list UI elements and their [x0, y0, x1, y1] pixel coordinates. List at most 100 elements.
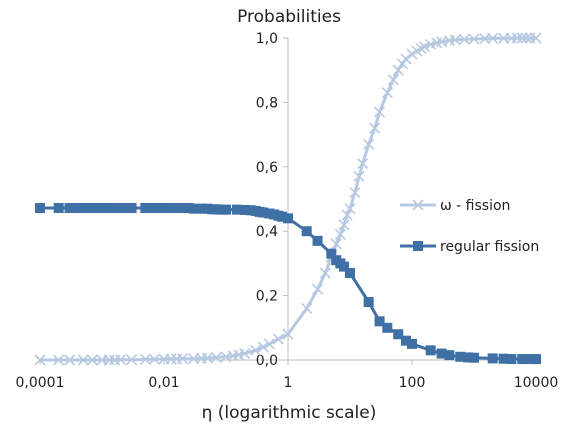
data-point	[498, 353, 509, 364]
data-point	[363, 138, 375, 150]
data-point	[34, 354, 46, 366]
data-point	[369, 122, 381, 134]
data-point	[338, 261, 349, 272]
x-marker-stroke	[374, 106, 386, 118]
data-point	[487, 353, 498, 364]
data-point	[344, 203, 356, 215]
y-tick-label: 0,0	[256, 353, 278, 369]
data-point	[353, 170, 365, 183]
data-point	[449, 34, 461, 46]
x-marker-stroke	[338, 219, 350, 231]
data-point	[382, 322, 393, 333]
data-point	[524, 354, 535, 365]
data-point	[469, 352, 479, 363]
data-point	[425, 345, 436, 356]
data-point	[334, 228, 346, 240]
data-point	[392, 64, 404, 76]
data-point	[231, 204, 242, 215]
data-point	[169, 203, 180, 214]
x-tick-label: 100	[399, 375, 426, 391]
data-point	[188, 203, 199, 214]
data-point	[531, 354, 541, 365]
x-marker-stroke	[210, 351, 222, 363]
x-tick-label: 0,0001	[16, 375, 65, 391]
data-point	[283, 213, 293, 224]
data-point	[239, 347, 251, 360]
chart-title: Probabilities	[237, 7, 341, 27]
data-point	[221, 204, 231, 215]
data-point	[301, 226, 312, 237]
data-point	[436, 348, 447, 359]
x-marker-stroke	[396, 58, 408, 70]
y-tick-label: 0,6	[256, 160, 278, 176]
data-point	[312, 283, 324, 295]
data-point	[201, 352, 213, 364]
data-point	[272, 333, 284, 345]
data-point	[210, 351, 222, 363]
x-axis-label: η (logarithmic scale)	[202, 403, 377, 423]
data-point	[214, 204, 225, 215]
data-point	[64, 354, 76, 366]
x-marker-stroke	[64, 354, 76, 366]
x-marker-stroke	[77, 354, 89, 366]
data-point	[107, 203, 118, 214]
x-marker-stroke	[381, 87, 393, 99]
data-point	[126, 203, 137, 214]
x-marker-stroke	[239, 347, 251, 360]
data-point	[511, 32, 523, 44]
data-point	[407, 338, 417, 349]
legend-label: regular fission	[440, 239, 539, 255]
data-point	[381, 87, 393, 99]
x-marker-stroke	[406, 48, 418, 60]
x-marker-stroke	[272, 333, 284, 345]
x-marker-stroke	[349, 186, 361, 199]
data-point	[387, 74, 399, 86]
data-point	[374, 316, 385, 327]
x-marker-stroke	[436, 36, 448, 48]
series-2	[35, 203, 541, 365]
data-point	[72, 203, 83, 214]
x-marker-stroke	[341, 209, 353, 221]
x-marker-stroke	[115, 354, 127, 366]
axes: 0,0001 0,01 1 100 10000 0,0 0,2 0,4 0,6 0,8 1,0	[16, 31, 559, 391]
data-point	[468, 33, 480, 45]
y-tick-label: 0,4	[256, 224, 278, 240]
data-point	[357, 158, 369, 170]
x-marker-stroke	[363, 138, 375, 150]
data-point	[258, 207, 269, 218]
x-marker-stroke	[487, 32, 499, 44]
x-tick-label: 0,01	[148, 375, 179, 391]
data-point	[530, 32, 542, 44]
data-point	[64, 203, 75, 214]
data-point	[462, 352, 473, 363]
data-point	[77, 354, 89, 366]
x-marker-stroke	[257, 341, 269, 353]
data-point	[326, 248, 337, 259]
x-marker-stroke	[419, 41, 431, 53]
x-marker-stroke	[468, 33, 480, 45]
legend-marker	[413, 241, 423, 251]
data-point	[152, 203, 163, 214]
data-point	[415, 43, 427, 55]
x-marker-stroke	[220, 351, 232, 363]
data-point	[115, 354, 127, 366]
data-point	[148, 353, 160, 365]
x-marker-stroke	[449, 34, 461, 46]
y-tick-label: 0,8	[256, 95, 278, 111]
x-marker-stroke	[357, 158, 369, 170]
data-point	[276, 211, 287, 222]
x-marker-stroke	[250, 344, 262, 356]
x-marker-stroke	[177, 353, 189, 365]
y-tick-label: 1,0	[256, 31, 278, 47]
x-marker-stroke	[312, 283, 324, 295]
data-point	[177, 203, 188, 214]
data-point	[282, 328, 294, 340]
data-point	[345, 268, 355, 279]
data-point	[90, 203, 101, 214]
data-point	[363, 297, 374, 308]
data-point	[86, 354, 98, 366]
data-point	[520, 32, 532, 44]
data-point	[115, 203, 126, 214]
data-point	[396, 58, 408, 70]
